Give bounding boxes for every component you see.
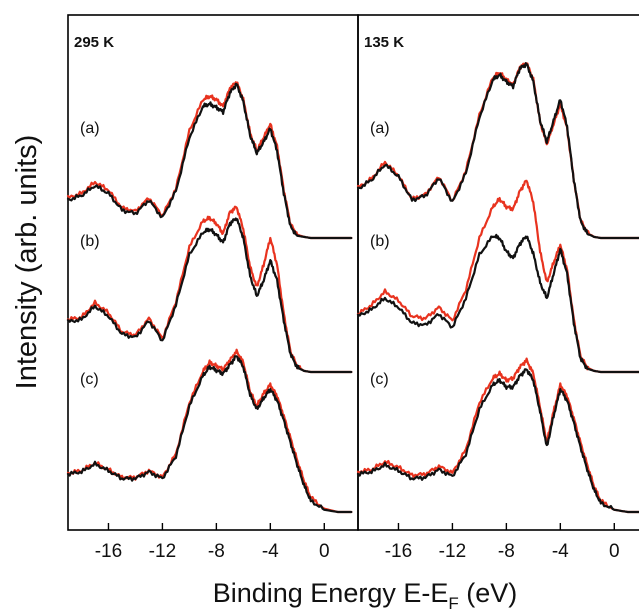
- x-axis-title-main: Binding Energy E-E: [213, 578, 449, 608]
- red-spectrum-line: [356, 357, 639, 514]
- x-axis-title-subscript: F: [448, 594, 458, 612]
- black-spectrum-line: [356, 233, 639, 374]
- x-tick-label: -12: [149, 541, 176, 562]
- left-panel-frame: [67, 14, 359, 531]
- spectrum-label: (b): [80, 233, 100, 250]
- x-tick-label: 0: [609, 541, 620, 562]
- right-panel-frame: [357, 14, 639, 531]
- x-tick-label: -4: [552, 541, 569, 562]
- spectrum-label: (a): [370, 120, 390, 137]
- spectrum-label: (a): [80, 120, 100, 137]
- x-tick-label: -8: [498, 541, 515, 562]
- red-spectrum-line: [356, 62, 639, 240]
- temperature-label: 295 K: [74, 34, 114, 51]
- right-spectra-panel: 135 K -16 -12 -8 -4 0 (a) (b) (c): [356, 34, 639, 562]
- temperature-label: 135 K: [364, 34, 404, 51]
- black-spectrum-line: [66, 217, 353, 374]
- x-axis-title: Binding Energy E-EF (eV): [213, 578, 518, 612]
- red-spectrum-line: [66, 348, 353, 514]
- spectrum-label: (b): [370, 233, 390, 250]
- x-tick-label: -4: [262, 541, 279, 562]
- x-axis-title-unit: (eV): [459, 578, 518, 608]
- black-spectrum-line: [356, 62, 639, 240]
- x-tick-label: -16: [95, 541, 122, 562]
- black-spectrum-line: [356, 368, 639, 514]
- x-tick-label: -16: [385, 541, 412, 562]
- y-axis-title: Intensity (arb. units): [11, 135, 43, 390]
- x-tick-label: -8: [208, 541, 225, 562]
- black-spectrum-line: [66, 355, 353, 514]
- x-tick-label: -12: [439, 541, 466, 562]
- red-spectrum-line: [66, 81, 353, 240]
- left-spectra-panel: 295 K -16 -12 -8 -4 0 (a) (b) (c): [66, 34, 353, 562]
- red-spectrum-line: [356, 179, 639, 374]
- spectrum-label: (c): [80, 371, 99, 388]
- spectrum-label: (c): [370, 371, 389, 388]
- black-spectrum-line: [66, 82, 353, 240]
- x-tick-label: 0: [319, 541, 330, 562]
